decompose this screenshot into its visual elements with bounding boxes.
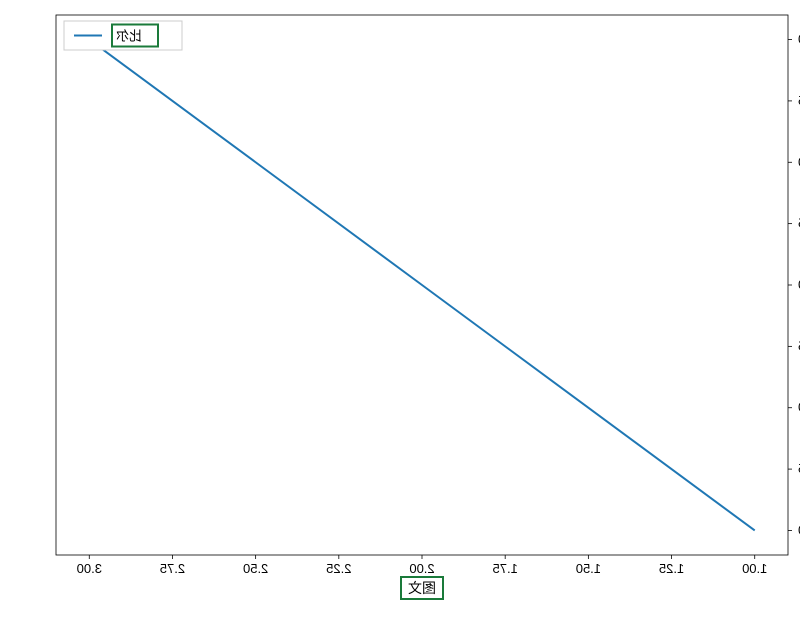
x-tick-label: 1.00 — [742, 561, 767, 576]
x-tick-label: 1.75 — [493, 561, 518, 576]
x-tick-label: 2.75 — [160, 561, 185, 576]
x-tick-label: 1.50 — [576, 561, 601, 576]
x-tick-label: 1.25 — [659, 561, 684, 576]
x-tick-label: 2.50 — [243, 561, 268, 576]
chart-root: 1.001.251.501.752.002.252.502.753.001.00… — [56, 15, 800, 599]
legend-series-label: 比尔 — [116, 29, 142, 44]
x-tick-label: 3.00 — [77, 561, 102, 576]
x-tick-label: 2.25 — [326, 561, 351, 576]
chart-container: 1.001.251.501.752.002.252.502.753.001.00… — [0, 0, 800, 621]
line-chart: 1.001.251.501.752.002.252.502.753.001.00… — [0, 0, 800, 621]
x-axis-label: 图文 — [408, 580, 436, 596]
x-tick-label: 2.00 — [409, 561, 434, 576]
